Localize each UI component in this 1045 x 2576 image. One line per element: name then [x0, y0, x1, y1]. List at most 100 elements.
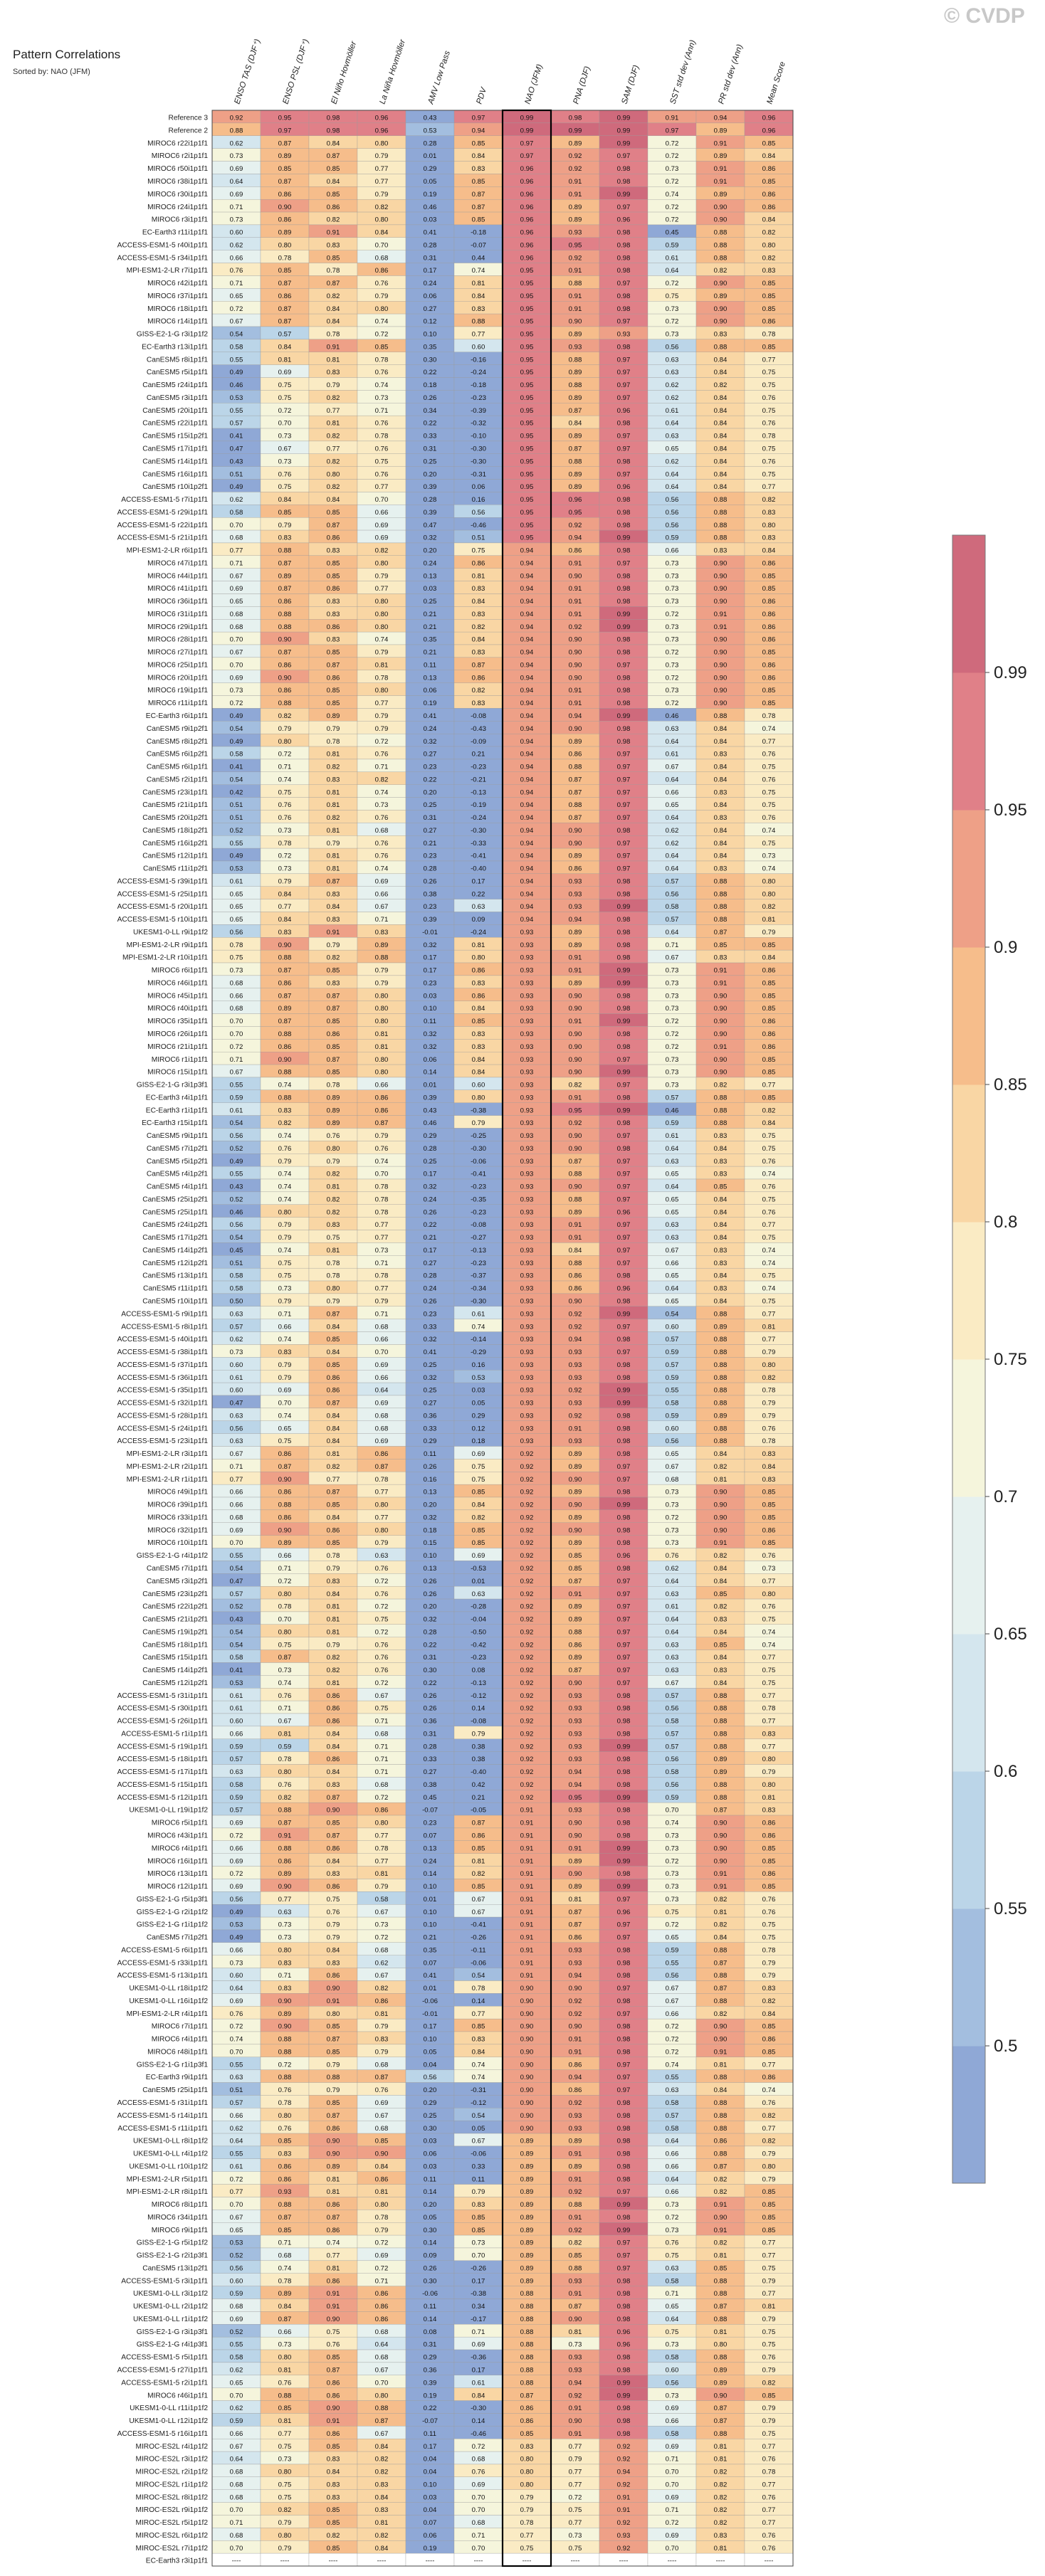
cell-value: 0.97	[666, 127, 679, 134]
row-label: MIROC6 r42i1p1f1	[147, 280, 208, 287]
cell-value: 0.75	[762, 2264, 776, 2272]
cell-value: 0.90	[569, 661, 582, 669]
cell-value: 0.75	[327, 1896, 340, 1904]
cell-value: 0.93	[520, 1018, 534, 1025]
row-label: CanESM5 r7i1p2f1	[147, 1145, 208, 1153]
cell-value: 0.98	[617, 1437, 631, 1445]
row-label: ACCESS-ESM1-5 r21i1p1f1	[117, 534, 209, 542]
cell-value: 0.71	[230, 1056, 243, 1064]
cell-value: 0.24	[424, 559, 437, 567]
cell-value: 0.93	[569, 2112, 582, 2120]
cell-value: 0.72	[666, 2036, 679, 2044]
cell-value: 0.84	[472, 2048, 485, 2056]
colorbar-tick-label: 0.55	[994, 1899, 1027, 1918]
cell-value: 0.78	[327, 267, 340, 275]
cell-value: 0.91	[569, 687, 582, 695]
cell-value: 0.88	[714, 1374, 728, 1382]
cell-value: 0.98	[617, 1946, 631, 1954]
cell-value: 0.49	[230, 712, 243, 720]
cell-value: 0.01	[424, 152, 437, 160]
cell-value: 0.81	[714, 2443, 728, 2451]
cell-value: 0.93	[520, 1171, 534, 1178]
cell-value: 0.52	[230, 1603, 243, 1611]
cell-value: 0.67	[472, 1909, 485, 1916]
cell-value: 0.87	[714, 2303, 728, 2311]
cell-value: 0.78	[375, 674, 389, 682]
row-label: MIROC6 r28i1p1f1	[147, 636, 208, 644]
cell-value: 0.21	[424, 840, 437, 848]
cell-value: 0.33	[424, 1323, 437, 1331]
cell-value: 0.78	[762, 2469, 776, 2476]
cell-value: 0.78	[327, 1082, 340, 1089]
cell-value: 0.82	[714, 1082, 728, 1089]
cell-value: 0.13	[424, 1565, 437, 1573]
cell-value: 0.22	[424, 1679, 437, 1687]
row-label: ACCESS-ESM1-5 r33i1p1f1	[117, 1959, 209, 1967]
cell-value: 0.68	[375, 2125, 389, 2133]
cell-value: 0.59	[230, 2417, 243, 2425]
cell-value: 0.88	[569, 356, 582, 364]
cell-value: 0.27	[424, 1260, 437, 1267]
cell-value: 0.88	[714, 712, 728, 720]
cell-value: 0.56	[230, 1132, 243, 1140]
row-label: ACCESS-ESM1-5 r25i1p1f1	[117, 890, 209, 898]
cell-value: 0.90	[714, 2036, 728, 2044]
cell-value: 0.98	[617, 1450, 631, 1458]
cell-value: 0.76	[375, 1654, 389, 1662]
cell-value: 0.98	[617, 2405, 631, 2412]
cell-value: 0.74	[278, 1183, 292, 1191]
cell-value: 0.76	[762, 2456, 776, 2464]
cell-value: 0.93	[569, 1348, 582, 1356]
cell-value: 0.93	[520, 941, 534, 949]
cell-value: 0.85	[762, 2214, 776, 2222]
cell-value: -0.53	[471, 1565, 486, 1573]
cell-value: 0.86	[327, 585, 340, 593]
cell-value: 0.38	[472, 1756, 485, 1763]
cell-value: -0.01	[422, 929, 438, 936]
cell-value: 0.91	[617, 2493, 631, 2501]
row-label: MIROC6 r4i1p1f1	[152, 2036, 209, 2044]
cell-value: 0.84	[714, 433, 728, 440]
cell-value: 0.58	[666, 2277, 679, 2285]
cell-value: 0.93	[569, 1946, 582, 1954]
cell-value: 0.73	[666, 992, 679, 1000]
cell-value: 0.19	[424, 2545, 437, 2553]
cell-value: 0.77	[762, 2519, 776, 2527]
cell-value: 0.92	[569, 254, 582, 262]
cell-value: 0.81	[327, 1247, 340, 1255]
cell-value: 0.03	[424, 2163, 437, 2170]
cell-value: 0.81	[375, 2010, 389, 2018]
cell-value: 0.90	[327, 1985, 340, 1992]
cell-value: 0.26	[424, 1298, 437, 1306]
cell-value: 0.94	[520, 700, 534, 707]
cvdp-logo: © CVDP	[944, 4, 1025, 28]
cell-value: 0.76	[762, 2493, 776, 2501]
cell-value: 0.89	[714, 2366, 728, 2374]
cell-value: 0.79	[375, 292, 389, 300]
cell-value: 0.39	[424, 916, 437, 924]
cell-value: 0.93	[569, 903, 582, 911]
cell-value: 0.85	[327, 165, 340, 173]
cell-value: 0.94	[520, 559, 534, 567]
cell-value: 0.78	[375, 1208, 389, 1216]
cell-value: 0.92	[520, 1539, 534, 1547]
row-label: CanESM5 r12i1p2f1	[142, 1260, 208, 1267]
cell-value: 0.85	[327, 1501, 340, 1509]
cell-value: 0.96	[520, 178, 534, 186]
cell-value: 0.76	[278, 814, 292, 822]
cell-value: 0.92	[569, 1119, 582, 1127]
cell-value: 0.85	[327, 559, 340, 567]
cell-value: 0.89	[569, 1514, 582, 1521]
cell-value: -0.46	[471, 522, 486, 529]
cell-value: 0.71	[375, 916, 389, 924]
cell-value: 0.90	[714, 305, 728, 313]
row-label: UKESM1-0-LL r19i1p1f2	[129, 1807, 208, 1815]
cell-value: 0.64	[666, 267, 679, 275]
cell-value: 0.80	[375, 687, 389, 695]
cell-value: 0.72	[375, 1794, 389, 1802]
row-label: CanESM5 r14i1p2f1	[142, 1247, 208, 1255]
cell-value: 0.82	[327, 1208, 340, 1216]
cell-value: 0.65	[230, 890, 243, 898]
cell-value: 0.78	[278, 2277, 292, 2285]
